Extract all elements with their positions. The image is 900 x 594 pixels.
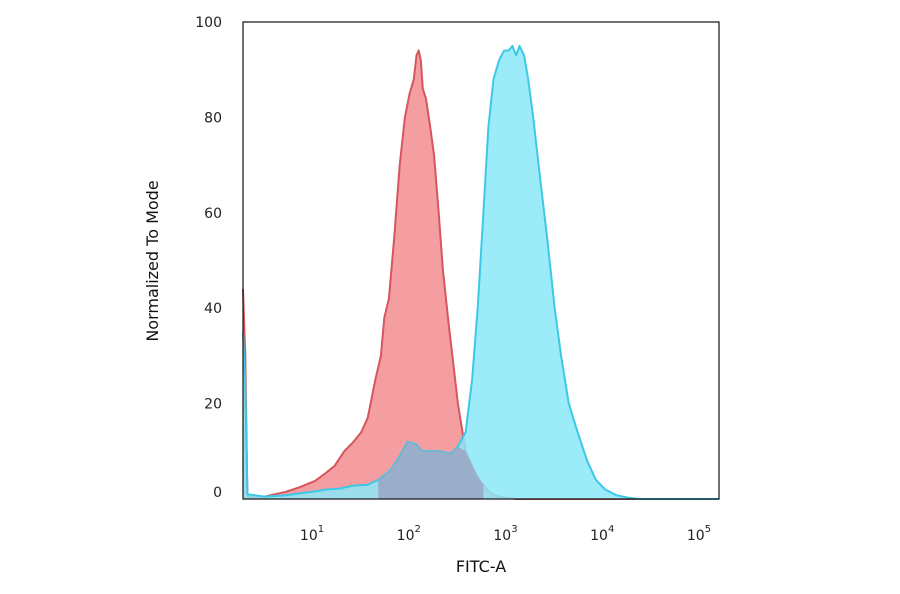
x-tick-label: 103	[493, 524, 517, 544]
y-axis: 0 20 40 60 80 100	[195, 15, 222, 501]
x-axis-title: FITC-A	[456, 557, 506, 576]
y-axis-title: Normalized To Mode	[143, 180, 162, 341]
series-2-line	[242, 44, 719, 500]
plot-frame	[242, 21, 720, 500]
x-tick-label: 101	[300, 524, 324, 544]
x-tick-label: 104	[590, 524, 614, 544]
x-tick-label: 102	[397, 524, 421, 544]
y-tick-label: 40	[204, 301, 222, 317]
y-tick-label: 20	[204, 397, 222, 413]
x-axis: 101 102 103 104 105	[300, 524, 711, 544]
y-tick-label: 0	[213, 485, 222, 501]
y-tick-label: 60	[204, 206, 222, 222]
series-2-area	[243, 45, 719, 500]
y-tick-label: 80	[204, 110, 222, 126]
overlap-area	[378, 441, 484, 499]
series-layer	[242, 44, 719, 500]
x-tick-label: 105	[687, 524, 711, 544]
y-tick-label: 100	[195, 15, 222, 31]
